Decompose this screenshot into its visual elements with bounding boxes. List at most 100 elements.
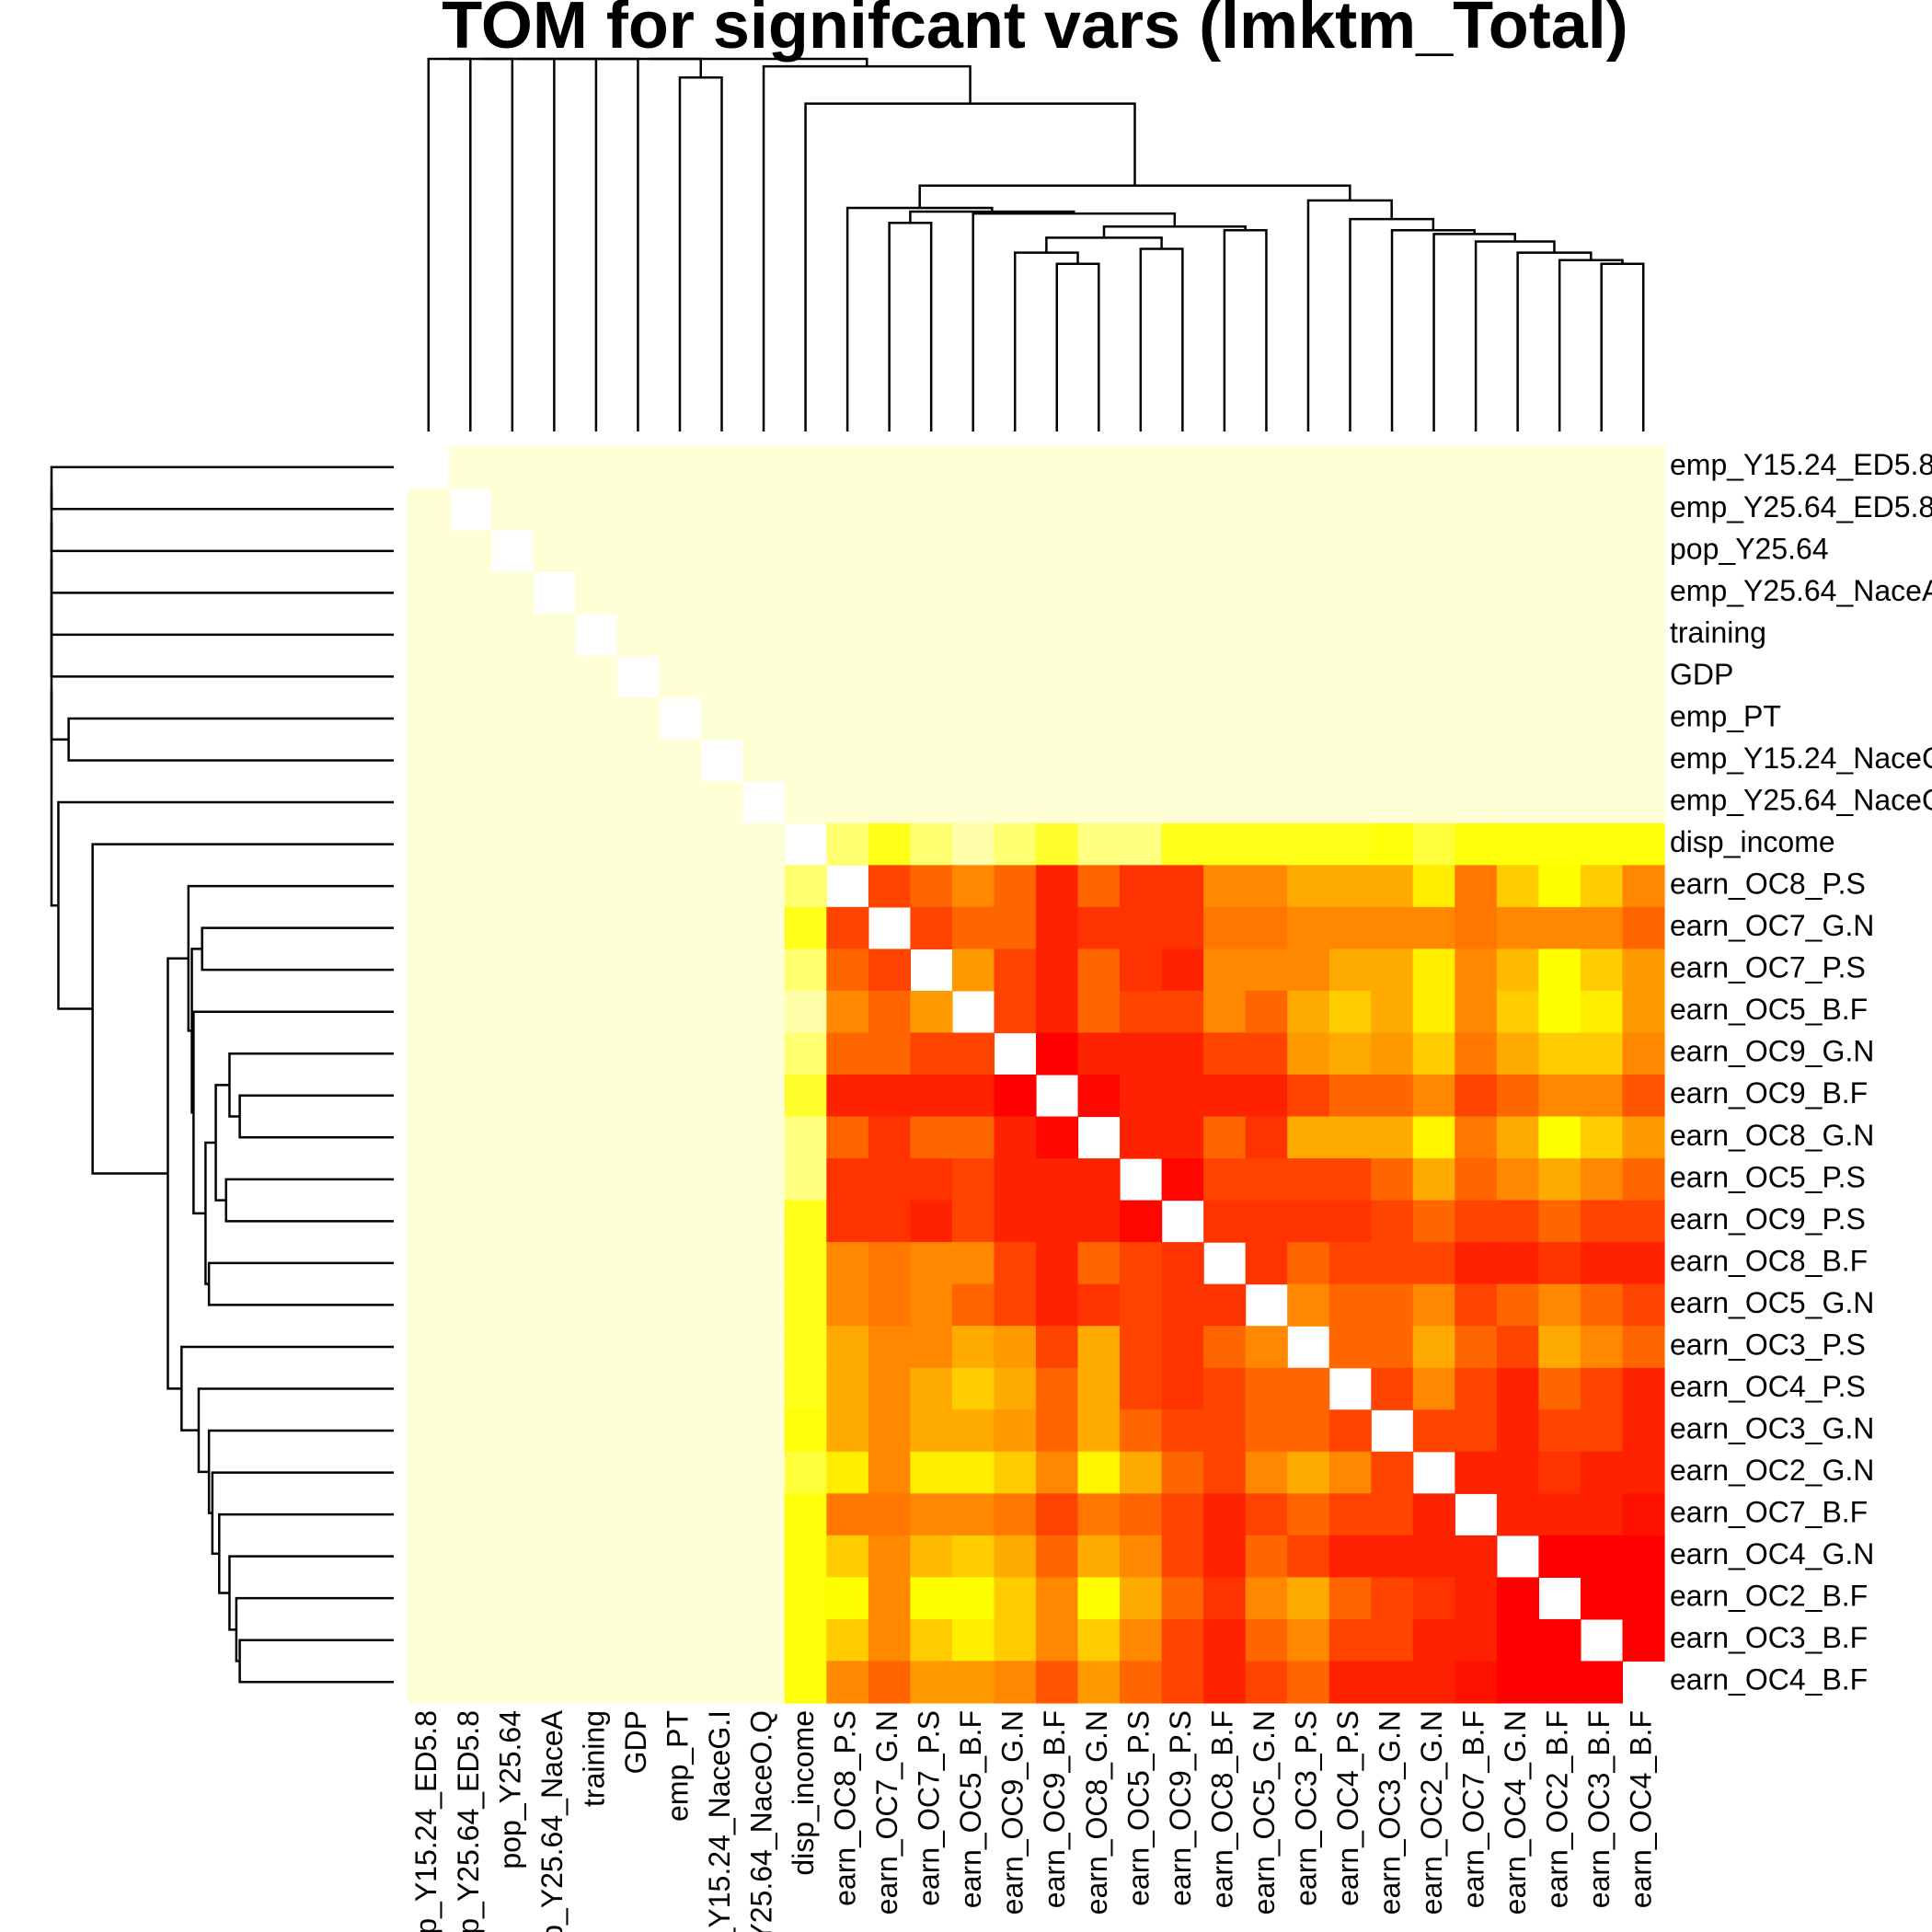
heatmap-cell (1036, 1661, 1079, 1704)
heatmap-cell (491, 1200, 535, 1243)
heatmap-cell (659, 1242, 702, 1285)
heatmap-cell (868, 781, 911, 824)
heatmap-cell (742, 1577, 786, 1620)
heatmap-cell (1455, 1451, 1498, 1494)
heatmap-cell (491, 1618, 535, 1662)
heatmap-cell (1580, 1116, 1624, 1159)
heatmap-cell (408, 1032, 451, 1075)
heatmap-cell (826, 1618, 869, 1662)
heatmap-cell (1455, 614, 1498, 657)
row-label: earn_OC2_B.F (1670, 1580, 1868, 1613)
heatmap-cell (1412, 1367, 1455, 1410)
heatmap-cell (1496, 1451, 1539, 1494)
heatmap-cell (1287, 1283, 1330, 1327)
heatmap-cell (951, 865, 995, 908)
heatmap-cell (868, 739, 911, 782)
heatmap-cell (1245, 1409, 1288, 1453)
heatmap-cell (951, 614, 995, 657)
top-dendrogram-link (1045, 236, 1163, 253)
heatmap-cell (1203, 865, 1247, 908)
heatmap-cell (910, 781, 953, 824)
heatmap-cell (1496, 1326, 1539, 1369)
row-label: earn_OC7_P.S (1670, 951, 1866, 984)
heatmap-cell (1161, 1618, 1204, 1662)
heatmap-cell (616, 739, 660, 782)
heatmap-cell (1622, 1367, 1665, 1410)
heatmap-cell (659, 655, 702, 698)
heatmap-cell (1203, 822, 1247, 866)
heatmap-cell (616, 865, 660, 908)
heatmap-cell (1120, 1618, 1163, 1662)
heatmap-cell (408, 1493, 451, 1536)
heatmap-cell (994, 1158, 1037, 1202)
heatmap-cell (1622, 949, 1665, 992)
top-dendrogram-link (1223, 229, 1268, 431)
heatmap-cell (994, 446, 1037, 489)
heatmap-cell (449, 1075, 492, 1118)
heatmap-cell (784, 1200, 827, 1243)
heatmap-cell (910, 446, 953, 489)
heatmap-cell (994, 865, 1037, 908)
heatmap-cell (1245, 1367, 1288, 1410)
heatmap-cell (1120, 1367, 1163, 1410)
heatmap-cell (1622, 697, 1665, 741)
heatmap-cell (533, 1535, 576, 1578)
heatmap-cell (742, 822, 786, 866)
heatmap-cell (1245, 1032, 1288, 1075)
heatmap-cell (994, 488, 1037, 531)
row-label: emp_Y25.64_NaceO.Q (1670, 783, 1932, 816)
heatmap-cell (1412, 1075, 1455, 1118)
heatmap-cell (491, 1032, 535, 1075)
heatmap-cell (616, 1535, 660, 1578)
heatmap-cell (951, 1200, 995, 1243)
top-dendrogram-link (517, 57, 598, 431)
heatmap-cell (784, 1535, 827, 1578)
heatmap-cell (1036, 1451, 1079, 1494)
heatmap-cell (408, 655, 451, 698)
heatmap-cell (1203, 614, 1247, 657)
heatmap-cell (994, 697, 1037, 741)
heatmap-cell (1455, 1242, 1498, 1285)
heatmap-cell (616, 906, 660, 949)
heatmap-cell (1161, 488, 1204, 531)
heatmap-cell (1328, 1158, 1372, 1202)
heatmap-cell (1287, 488, 1330, 531)
heatmap-cell (1120, 949, 1163, 992)
heatmap-cell (784, 1116, 827, 1159)
heatmap-cell (910, 614, 953, 657)
heatmap-cell (1412, 865, 1455, 908)
heatmap-cell (826, 1283, 869, 1327)
heatmap-cell (1120, 1493, 1163, 1536)
heatmap-cell (449, 990, 492, 1034)
heatmap-cell (1328, 1200, 1372, 1243)
heatmap-cell (1203, 1326, 1247, 1369)
heatmap-cell (616, 530, 660, 573)
heatmap-cell (951, 1075, 995, 1118)
heatmap-cell (742, 1242, 786, 1285)
heatmap-cell (951, 906, 995, 949)
heatmap-cell (1538, 1116, 1581, 1159)
heatmap-cell (1287, 822, 1330, 866)
heatmap-cell (1371, 488, 1414, 531)
heatmap-cell (910, 1242, 953, 1285)
heatmap-cell (408, 1451, 451, 1494)
heatmap-cell (1287, 1409, 1330, 1453)
heatmap-cell (616, 1577, 660, 1620)
heatmap-cell (1245, 1158, 1288, 1202)
column-label: earn_OC4_G.N (1499, 1710, 1532, 1915)
heatmap-cell (575, 1661, 618, 1704)
heatmap-cell (1455, 1200, 1498, 1243)
column-label: emp_Y15.24_NaceG.I (703, 1710, 736, 1932)
heatmap-cell (784, 1618, 827, 1662)
heatmap-cell (1455, 530, 1498, 573)
heatmap-cell (700, 1367, 743, 1410)
heatmap-cell (826, 1493, 869, 1536)
heatmap-cell (1120, 530, 1163, 573)
heatmap-cell (784, 781, 827, 824)
heatmap-cell (1036, 949, 1079, 992)
heatmap-cell (1328, 488, 1372, 531)
heatmap-cell (1538, 1326, 1581, 1369)
heatmap-cell (1203, 949, 1247, 992)
heatmap-cell (408, 488, 451, 531)
heatmap-cell (1622, 906, 1665, 949)
